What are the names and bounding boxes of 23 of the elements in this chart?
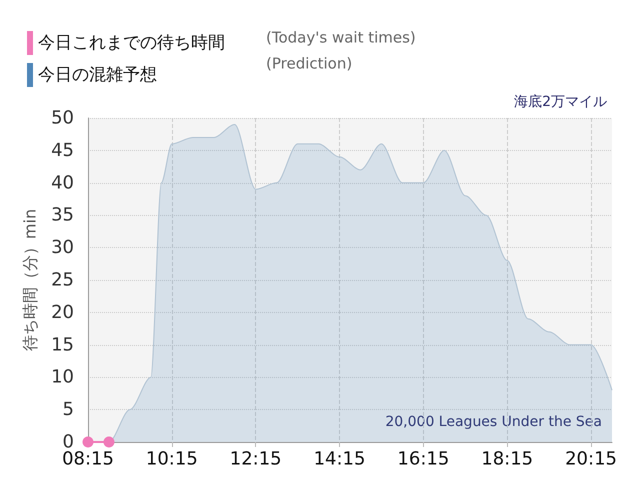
x-tick-label: 14:15 <box>314 448 366 470</box>
text: (Prediction) <box>266 54 352 72</box>
y-tick-label: 10 <box>51 366 74 388</box>
y-tick-label: 20 <box>51 302 74 323</box>
y-axis-title: 待ち時間（分）min <box>20 208 40 352</box>
chart-title: 海底2万マイル <box>514 94 608 110</box>
x-tick-label: 16:15 <box>397 448 450 470</box>
y-tick-label: 30 <box>51 237 74 258</box>
y-tick-label: 45 <box>51 140 74 161</box>
x-tick-label: 20:15 <box>565 448 617 470</box>
legend-label: 今日これまでの待ち時間 <box>38 33 225 53</box>
x-tick-label: 12:15 <box>230 448 282 470</box>
y-tick-label: 15 <box>51 334 74 356</box>
y-tick-label: 35 <box>51 204 74 226</box>
text: (Today's wait times) <box>266 28 416 46</box>
x-tick-label: 18:15 <box>481 448 534 470</box>
legend-label: 今日の混雑予想 <box>38 65 157 85</box>
y-tick-label: 25 <box>51 270 74 290</box>
annotation: 20,000 Leagues Under the Sea <box>385 414 602 430</box>
y-tick-label: 5 <box>62 399 74 420</box>
y-tick-label: 50 <box>51 108 74 128</box>
y-tick-label: 40 <box>51 172 74 194</box>
x-tick-label: 10:15 <box>146 448 198 470</box>
